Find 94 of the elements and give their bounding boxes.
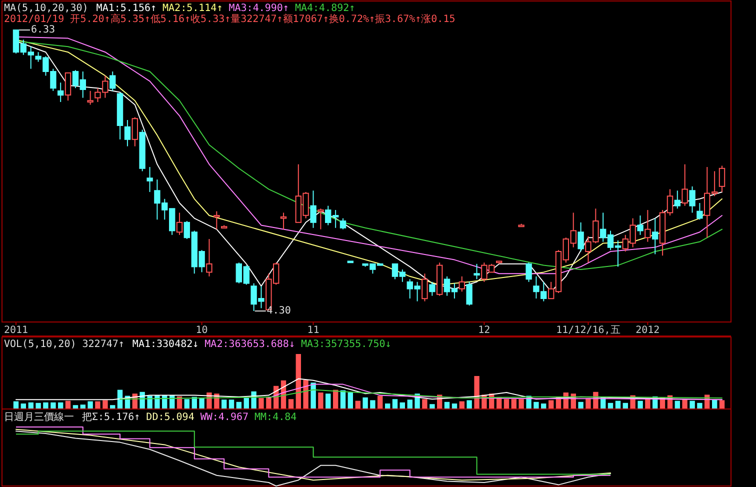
legend-title: MA(5,10,20,30) — [4, 3, 88, 14]
candlestick — [176, 212, 183, 236]
bar — [407, 400, 412, 409]
candlestick — [644, 210, 651, 242]
x-tick-label: 11 — [307, 325, 320, 336]
bar — [310, 382, 316, 409]
bar — [422, 399, 428, 409]
text: MA3:357355.750↓ — [300, 339, 392, 350]
bar — [518, 399, 524, 409]
bar — [548, 400, 554, 409]
bar — [370, 400, 376, 409]
candlestick — [64, 72, 72, 102]
bar — [378, 396, 383, 409]
candlestick — [466, 281, 472, 306]
bar — [534, 402, 539, 409]
candlestick — [340, 218, 346, 230]
bar — [228, 400, 234, 409]
candlestick — [526, 262, 532, 282]
candlestick — [132, 116, 138, 147]
bar — [392, 399, 398, 409]
candlestick — [682, 164, 688, 206]
candlestick — [310, 190, 316, 228]
series-label: 把Σ:5.176↑ — [82, 411, 140, 423]
bar — [296, 354, 301, 409]
bar — [88, 401, 93, 409]
bar — [244, 398, 249, 409]
legend-title: VOL(5,10,20) 322747↑ — [4, 339, 124, 350]
bar — [362, 397, 368, 409]
candlestick — [637, 215, 644, 236]
text: WW:4.967 — [200, 412, 249, 423]
candlestick — [578, 222, 584, 252]
candlestick — [58, 82, 64, 102]
bar — [258, 398, 264, 409]
bar — [697, 402, 702, 409]
bar — [474, 376, 480, 409]
candlestick — [696, 202, 703, 220]
bar — [95, 401, 100, 409]
candlestick — [474, 263, 480, 280]
bar — [586, 398, 591, 409]
bar — [326, 394, 331, 409]
candlestick — [318, 208, 324, 230]
bar — [690, 400, 695, 410]
bar — [222, 400, 227, 409]
bar — [348, 392, 353, 409]
bar — [43, 402, 48, 409]
bar — [578, 402, 584, 409]
series-label: DD:5.094 — [146, 412, 194, 423]
bar — [266, 396, 272, 409]
candlestick — [674, 190, 680, 210]
bar — [682, 399, 688, 409]
bar — [288, 399, 294, 409]
text: MA3:4.990↑ — [228, 3, 289, 14]
bar — [504, 399, 510, 409]
x-tick-label: 2011 — [4, 325, 28, 336]
bar — [50, 402, 56, 409]
chart-subtitle: 2012/01/19 开5.20↑高5.35↑低5.16↑收5.33↑量322747↑额17067↑换0.72%↑振3.67%↑涨0.15 — [4, 13, 456, 25]
candlestick — [458, 276, 465, 292]
candlestick — [206, 238, 212, 277]
bar — [303, 380, 308, 409]
candlestick — [280, 212, 287, 230]
legend-title: 日週月三價線一 — [4, 412, 74, 423]
text: MA4:4.892↑ — [294, 3, 356, 14]
bar — [318, 392, 324, 409]
bar — [102, 400, 108, 409]
text: MM:4.84 — [254, 412, 297, 423]
bar — [645, 399, 650, 409]
x-tick-label: 10 — [196, 325, 208, 336]
candlestick — [124, 120, 131, 147]
candlestick — [146, 166, 153, 192]
bar — [466, 400, 472, 409]
candlestick — [214, 210, 220, 230]
x-tick-label: 12 — [478, 325, 490, 336]
bar — [199, 398, 204, 409]
candlestick — [689, 186, 696, 214]
candlestick — [110, 71, 116, 92]
annotation: 4.30 — [266, 306, 291, 316]
candlestick — [87, 90, 94, 106]
bar — [430, 404, 435, 409]
candlestick — [429, 281, 436, 296]
bar — [511, 399, 516, 409]
x-tick-label: 2012 — [636, 325, 660, 336]
x-tick-label: 11/12/16,五 — [556, 325, 620, 336]
annotation: 6.33 — [31, 24, 56, 36]
text: MA1:330482↓ — [132, 339, 199, 350]
text: MA2:5.114↑ — [162, 3, 223, 14]
bar — [36, 402, 41, 409]
text: MA2:363653.688↓ — [204, 339, 295, 350]
candlestick — [652, 218, 658, 255]
bar — [184, 399, 190, 409]
candlestick — [718, 165, 726, 192]
bar — [638, 400, 643, 410]
candlestick — [422, 273, 428, 302]
bar — [719, 400, 725, 409]
text: MA1:5.156↑ — [96, 3, 157, 14]
